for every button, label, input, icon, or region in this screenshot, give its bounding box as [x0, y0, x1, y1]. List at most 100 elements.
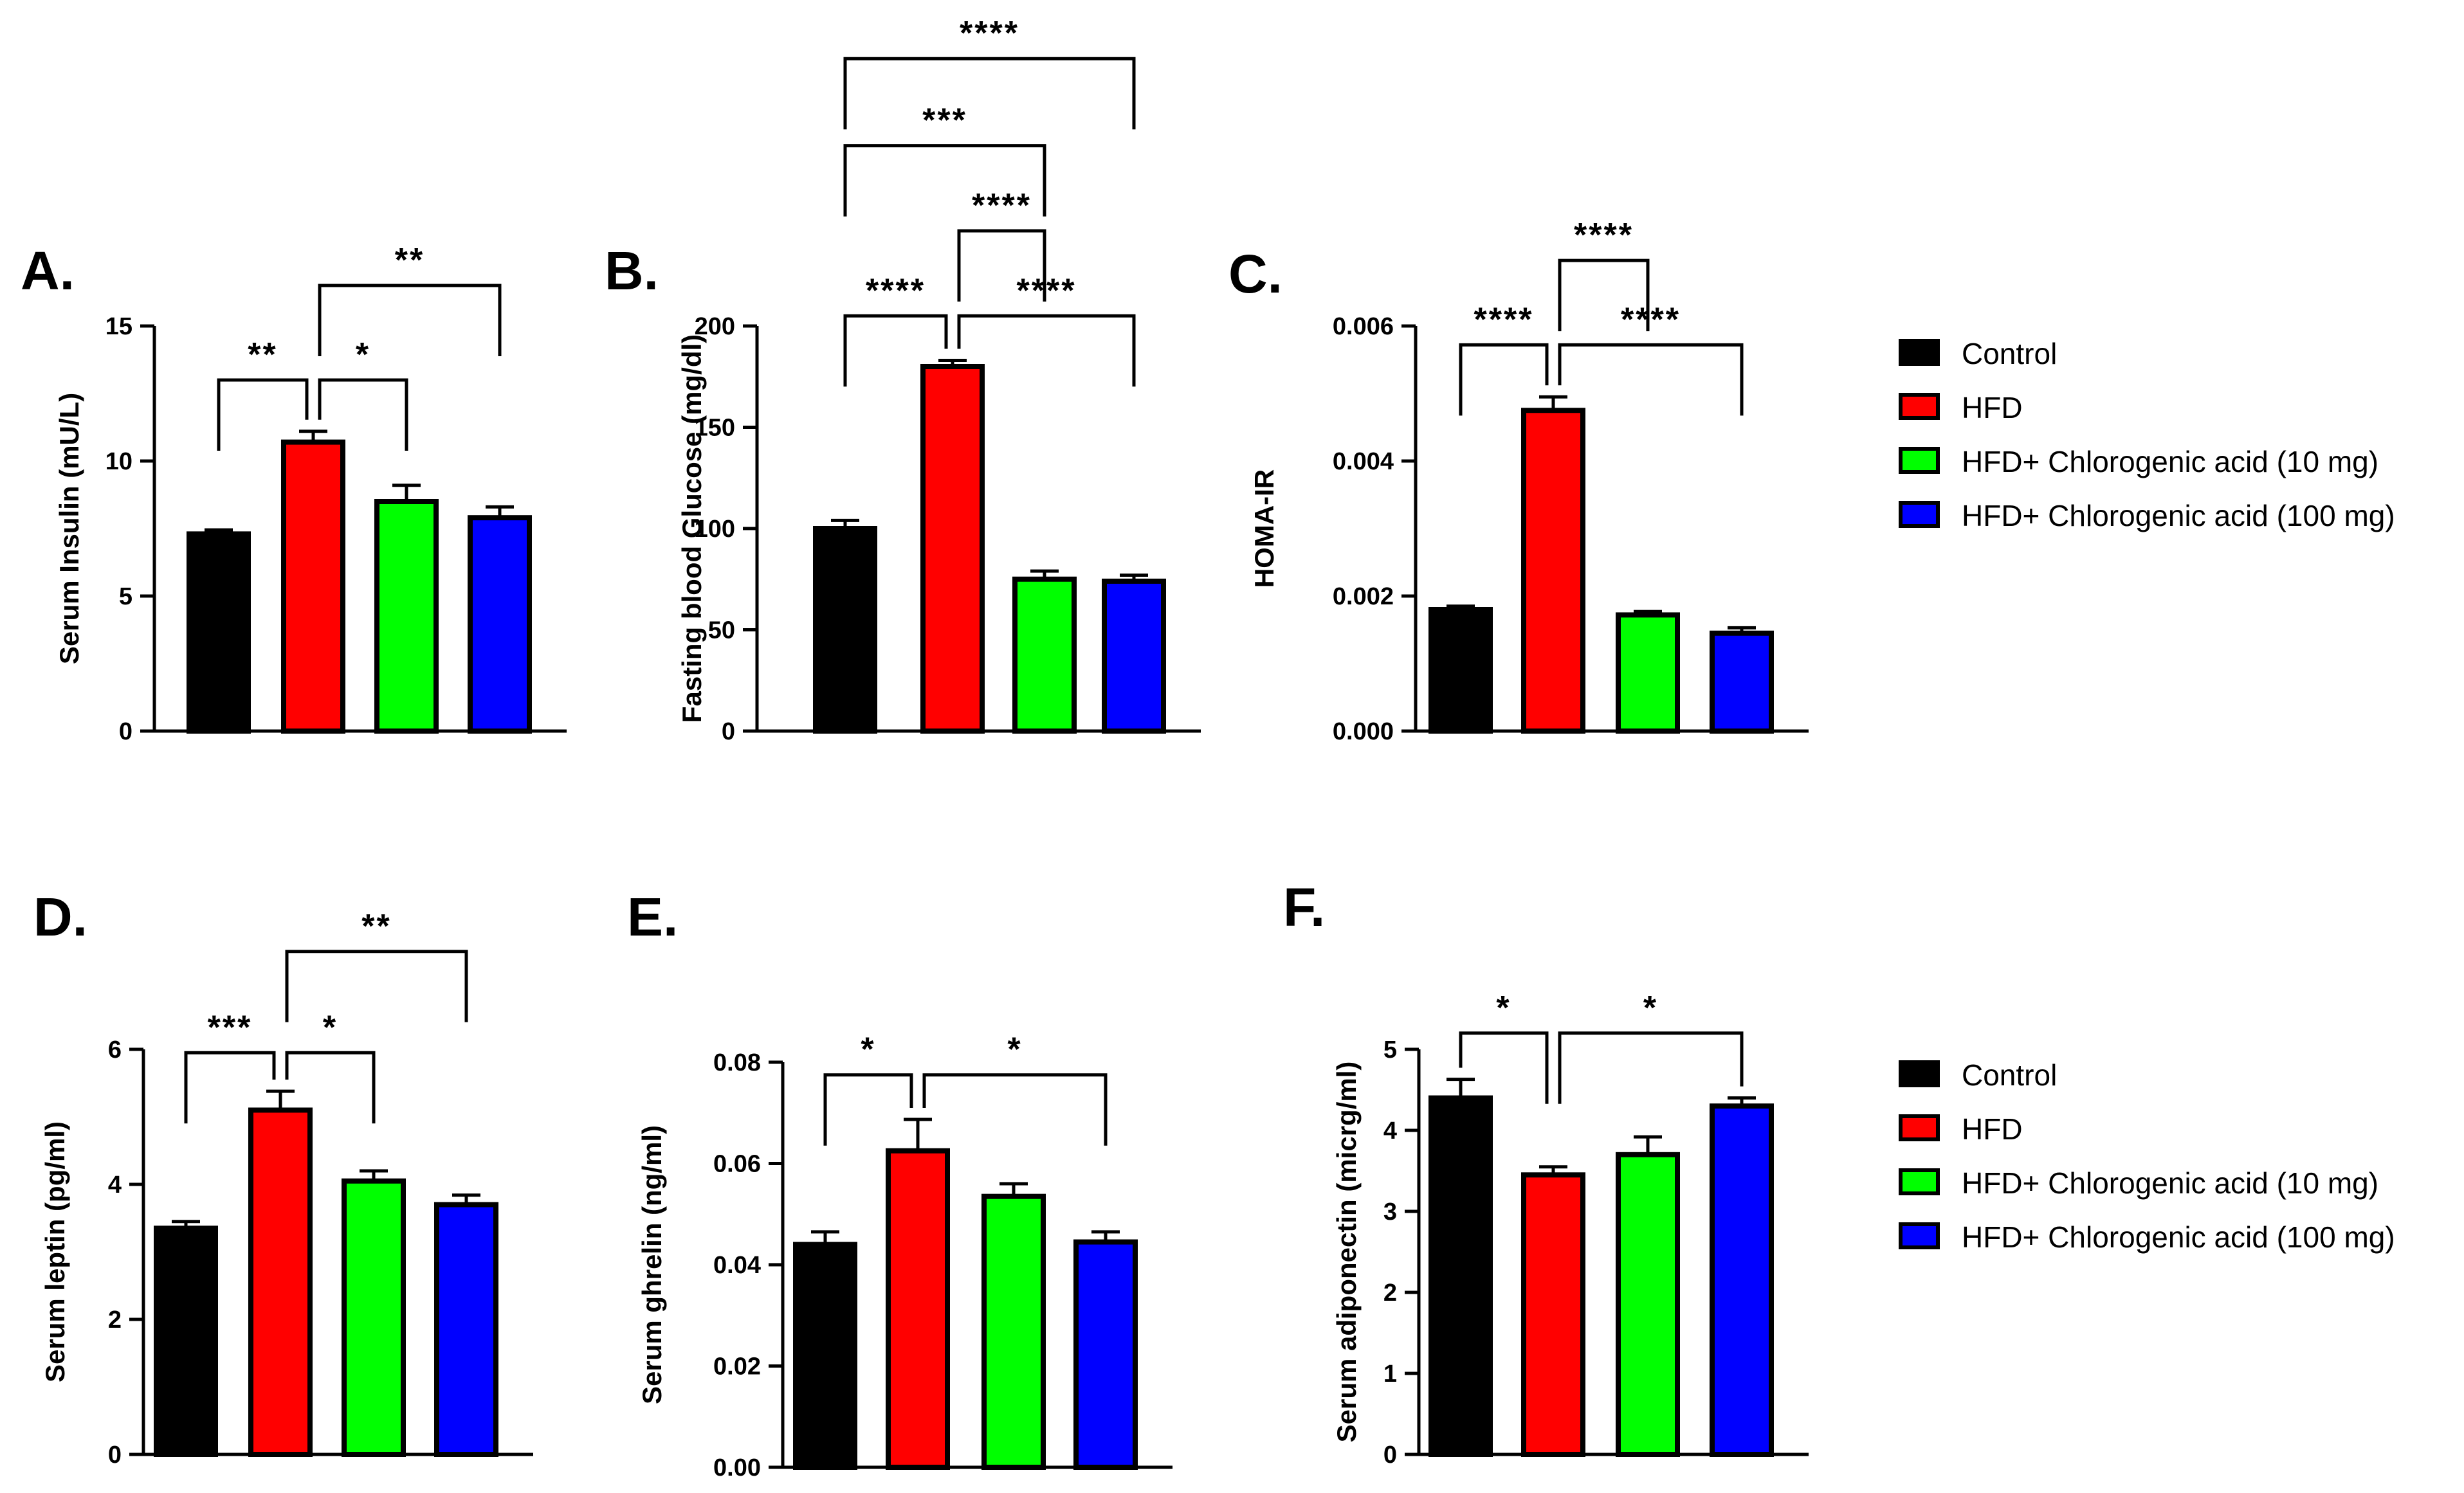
- bar-3: [342, 1178, 406, 1457]
- legend-swatch-hfd: [1899, 393, 1940, 420]
- panel-b-label: B.: [605, 240, 659, 301]
- y-tick-label: 0.04: [713, 1252, 761, 1279]
- bar-2: [248, 1107, 313, 1457]
- significance-bracket: [843, 57, 1136, 130]
- significance-label: **: [395, 242, 424, 279]
- bar-2: [281, 439, 345, 734]
- legend-label-cga-100: HFD+ Chlorogenic acid (100 mg): [1962, 499, 2395, 532]
- y-tick-label: 0: [108, 1442, 122, 1469]
- bar-4: [1102, 578, 1166, 734]
- significance-bracket: [957, 229, 1046, 302]
- chart-5: 0 1 2 3 4 5 Serum adiponectin (micrg/ml) * *: [1331, 990, 1809, 1469]
- y-tick-label: 0: [119, 718, 132, 745]
- legend-swatch-cga-100: [1899, 1222, 1940, 1249]
- y-tick-label: 0.002: [1333, 583, 1394, 610]
- y-tick-label: 0.08: [713, 1049, 761, 1076]
- legend-swatch-control: [1899, 1060, 1940, 1087]
- bar-1: [1428, 607, 1493, 734]
- significance-bracket: [318, 378, 408, 451]
- significance-label: ****: [1017, 272, 1077, 309]
- y-tick-label: 50: [708, 617, 735, 644]
- legend-label-hfd: HFD: [1962, 1112, 2023, 1146]
- legend-swatch-control: [1899, 339, 1940, 366]
- y-tick-label: 15: [105, 313, 132, 340]
- y-tick-label: 10: [105, 448, 132, 475]
- y-tick-label: 4: [108, 1172, 122, 1199]
- bar-3: [1012, 576, 1077, 734]
- significance-bracket: [957, 314, 1136, 387]
- y-tick-label: 2: [1383, 1280, 1397, 1307]
- bar-2: [886, 1148, 950, 1470]
- significance-label: ****: [866, 272, 926, 309]
- y-tick-label: 200: [695, 313, 735, 340]
- bar-4: [468, 515, 532, 734]
- bar-2: [1521, 408, 1585, 734]
- panel-d: D.: [33, 887, 87, 947]
- bar-2: [920, 364, 985, 734]
- legend-top: Control HFD HFD+ Chlorogenic acid (10 mg…: [1899, 337, 2395, 532]
- significance-label: ****: [960, 15, 1019, 52]
- significance-bracket: [1459, 343, 1549, 416]
- significance-label: *: [1007, 1031, 1022, 1069]
- significance-label: ****: [1574, 217, 1634, 254]
- y-tick-label: 5: [119, 583, 132, 610]
- legend-swatch-cga-100: [1899, 501, 1940, 528]
- bar-4: [1073, 1239, 1138, 1470]
- significance-label: ***: [208, 1009, 253, 1046]
- legend-label-cga-10: HFD+ Chlorogenic acid (10 mg): [1962, 445, 2378, 478]
- legend-bottom: Control HFD HFD+ Chlorogenic acid (10 mg…: [1899, 1058, 2395, 1254]
- bar-1: [154, 1226, 218, 1457]
- y-tick-label: 0.00: [713, 1454, 761, 1481]
- bar-1: [1428, 1095, 1493, 1457]
- y-axis-label: Serum Insulin (mU/L): [54, 393, 84, 664]
- significance-bracket: [217, 378, 309, 451]
- significance-label: ****: [1474, 301, 1534, 338]
- significance-bracket: [1558, 258, 1650, 332]
- panel-b: B.: [605, 240, 659, 301]
- bar-3: [1616, 1152, 1680, 1458]
- significance-bracket: [318, 284, 502, 356]
- y-tick-label: 0.006: [1333, 313, 1394, 340]
- y-tick-label: 6: [108, 1036, 122, 1063]
- significance-label: *: [323, 1009, 338, 1046]
- y-tick-label: 2: [108, 1307, 122, 1334]
- legend-swatch-cga-10: [1899, 447, 1940, 474]
- y-tick-label: 150: [695, 415, 735, 442]
- y-tick-label: 4: [1383, 1117, 1397, 1145]
- bar-2: [1521, 1172, 1585, 1458]
- y-axis-label: Serum leptin (pg/ml): [40, 1121, 70, 1382]
- significance-bracket: [1558, 343, 1744, 416]
- y-tick-label: 3: [1383, 1199, 1397, 1226]
- panel-a: A.: [21, 240, 75, 301]
- bar-3: [374, 499, 439, 734]
- bar-1: [813, 526, 877, 734]
- bar-1: [187, 531, 251, 734]
- panel-f-label: F.: [1283, 877, 1325, 937]
- significance-bracket: [1459, 1031, 1549, 1104]
- bar-4: [434, 1202, 498, 1457]
- significance-label: *: [1643, 990, 1658, 1027]
- significance-bracket: [1558, 1031, 1744, 1104]
- legend-swatch-cga-10: [1899, 1168, 1940, 1195]
- bar-3: [981, 1193, 1046, 1470]
- y-axis-label: HOMA-IR: [1249, 469, 1279, 588]
- legend-label-hfd: HFD: [1962, 391, 2023, 424]
- bar-1: [793, 1242, 857, 1470]
- significance-label: ****: [972, 187, 1032, 224]
- y-tick-label: 1: [1383, 1361, 1397, 1388]
- significance-bracket: [823, 1073, 913, 1146]
- y-tick-label: 0: [722, 718, 735, 745]
- legend-swatch-hfd: [1899, 1114, 1940, 1141]
- panel-f: F.: [1283, 877, 1325, 937]
- significance-bracket: [922, 1073, 1108, 1146]
- y-tick-label: 5: [1383, 1036, 1397, 1063]
- y-axis-label: Serum adiponectin (micrg/ml): [1331, 1062, 1362, 1443]
- y-tick-label: 0.02: [713, 1353, 761, 1380]
- bar-4: [1710, 1103, 1774, 1457]
- y-tick-label: 0.000: [1333, 718, 1394, 745]
- y-axis-label: Fasting blood Glucose (mg/dl): [677, 334, 707, 723]
- significance-label: *: [356, 336, 370, 374]
- y-tick-label: 0.06: [713, 1151, 761, 1178]
- chart-4: 0.00 0.02 0.04 0.06 0.08 Serum ghrelin (ng/ml…: [637, 1031, 1173, 1481]
